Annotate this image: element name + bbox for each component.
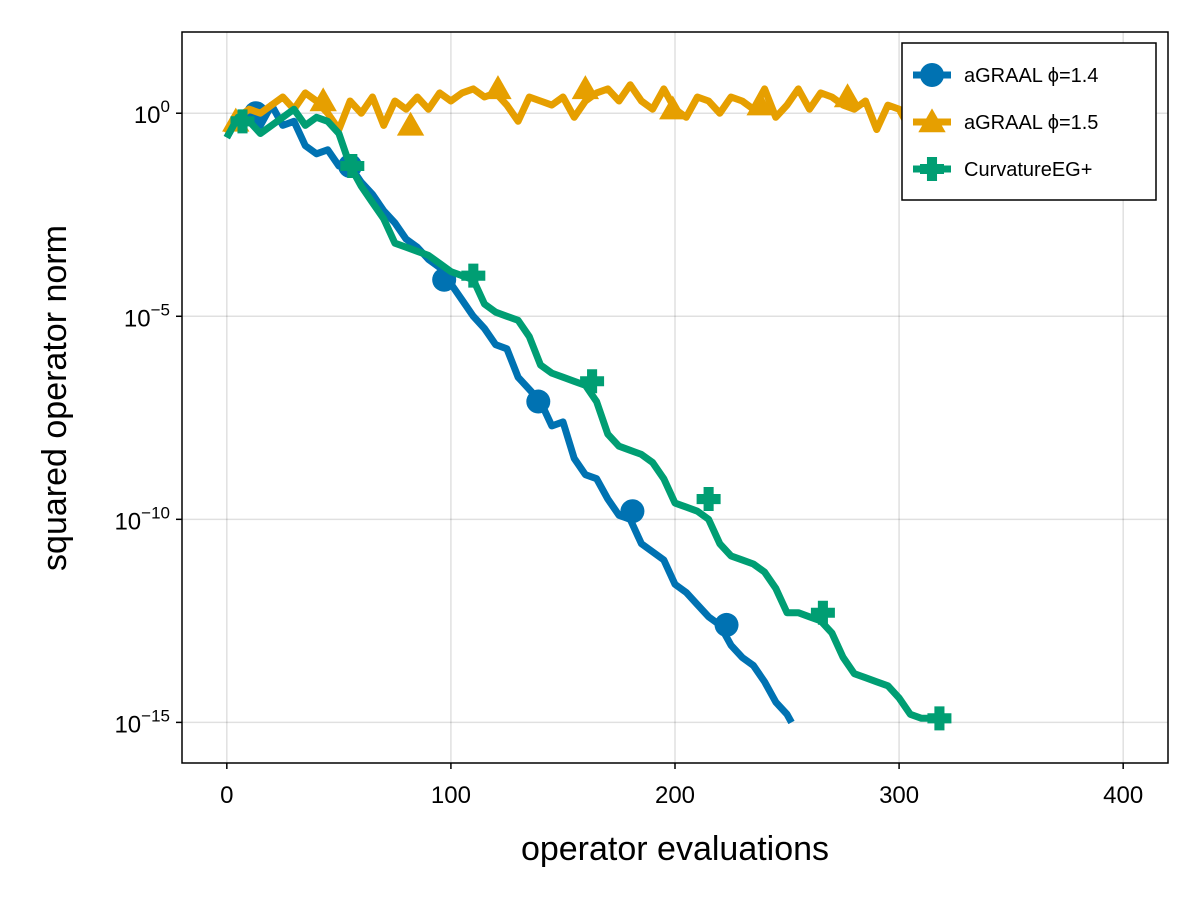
x-tick-label: 300 — [879, 782, 919, 809]
series-curvature-eg-plus — [223, 105, 952, 731]
legend-item-agraal-1-4: aGRAAL ϕ=1.4 — [913, 63, 1098, 87]
series-line-agraal-1-5 — [223, 81, 924, 136]
series-marker-agraal-1-4 — [714, 612, 739, 637]
x-tick-label: 400 — [1103, 782, 1143, 809]
y-tick-exponent: −10 — [141, 503, 170, 522]
y-tick-label: 10−10 — [114, 503, 170, 535]
y-tick-exponent: 0 — [161, 97, 170, 116]
series-marker-agraal-1-4 — [526, 389, 551, 414]
series-agraal-1-5 — [222, 75, 924, 136]
y-tick-base: 10 — [114, 508, 141, 535]
legend-label: aGRAAL ϕ=1.5 — [964, 112, 1098, 134]
series-marker-agraal-1-5 — [396, 111, 425, 136]
series-marker-curvature-eg-plus — [696, 487, 721, 512]
y-tick-label: 10−5 — [124, 300, 170, 332]
legend-swatch-marker — [920, 157, 944, 181]
legend: aGRAAL ϕ=1.4 aGRAAL ϕ=1.5 CurvatureEG+ — [901, 42, 1157, 201]
series-marker-agraal-1-5 — [746, 91, 774, 116]
x-tick-label: 200 — [655, 782, 695, 809]
x-tick-label: 0 — [220, 782, 233, 809]
series-marker-agraal-1-5 — [484, 75, 512, 100]
x-axis-label: operator evaluations — [521, 830, 829, 868]
y-tick-base: 10 — [134, 102, 161, 129]
y-tick-label: 100 — [134, 97, 170, 129]
y-tick-base: 10 — [114, 711, 141, 738]
legend-item-agraal-1-5: aGRAAL ϕ=1.5 — [913, 108, 1098, 134]
legend-label: CurvatureEG+ — [964, 159, 1092, 181]
series-marker-curvature-eg-plus — [230, 109, 255, 134]
series-marker-curvature-eg-plus — [461, 263, 486, 288]
y-tick-base: 10 — [124, 305, 151, 332]
series-layer — [222, 75, 952, 731]
series-marker-curvature-eg-plus — [927, 706, 952, 731]
series-marker-agraal-1-5 — [309, 87, 337, 112]
series-marker-agraal-1-4 — [620, 499, 645, 524]
series-marker-agraal-1-5 — [833, 83, 862, 108]
y-tick-label: 10−15 — [114, 706, 170, 738]
series-marker-curvature-eg-plus — [340, 154, 365, 179]
legend-label: aGRAAL ϕ=1.4 — [964, 65, 1098, 87]
y-tick-exponent: −5 — [151, 300, 170, 319]
legend-item-curvature-eg-plus: CurvatureEG+ — [913, 157, 1092, 181]
y-axis-label: squared operator norm — [36, 225, 74, 571]
series-line-agraal-1-4 — [223, 101, 795, 725]
y-tick-exponent: −15 — [141, 706, 170, 725]
x-ticks: 0 100 200 300 400 — [220, 763, 1143, 809]
series-marker-agraal-1-5 — [571, 75, 600, 100]
x-tick-label: 100 — [431, 782, 471, 809]
legend-swatch-marker — [918, 108, 946, 133]
series-marker-curvature-eg-plus — [810, 600, 835, 625]
series-marker-agraal-1-5 — [659, 95, 687, 120]
legend-swatch-marker — [920, 63, 944, 87]
series-marker-curvature-eg-plus — [580, 369, 605, 394]
